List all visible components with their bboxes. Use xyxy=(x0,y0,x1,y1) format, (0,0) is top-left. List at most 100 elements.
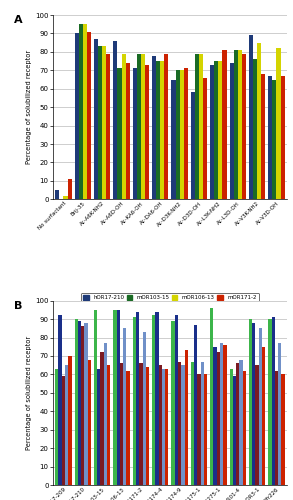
Bar xyxy=(255,365,259,485)
Bar xyxy=(268,76,272,200)
Legend: hOR17-210, mOR103-15, mOR106-13, mOR171-2: hOR17-210, mOR103-15, mOR106-13, mOR171-… xyxy=(81,293,259,302)
Bar xyxy=(252,323,255,485)
Bar xyxy=(210,65,214,200)
Bar xyxy=(88,360,91,485)
Text: A: A xyxy=(14,15,23,25)
Bar xyxy=(139,364,142,485)
Bar xyxy=(142,332,146,485)
Bar xyxy=(126,63,130,200)
Bar xyxy=(218,61,222,200)
Bar xyxy=(261,74,265,200)
Bar xyxy=(165,369,168,485)
Bar xyxy=(146,367,149,485)
Bar xyxy=(238,50,242,200)
Bar xyxy=(106,54,110,200)
Bar xyxy=(59,316,62,485)
Bar xyxy=(136,312,139,485)
Bar xyxy=(83,24,87,200)
Bar xyxy=(277,48,281,200)
Bar xyxy=(97,369,100,485)
Bar xyxy=(74,34,79,200)
Bar xyxy=(78,321,81,485)
Bar xyxy=(87,32,91,200)
Bar xyxy=(222,50,226,200)
Bar xyxy=(259,328,262,485)
Bar xyxy=(117,310,120,485)
Bar xyxy=(199,54,203,200)
Bar xyxy=(203,78,207,200)
Bar xyxy=(220,343,223,485)
Bar xyxy=(191,362,194,485)
Bar xyxy=(122,54,126,200)
Bar xyxy=(162,369,165,485)
Bar xyxy=(213,347,217,485)
Bar xyxy=(180,70,184,200)
Bar xyxy=(272,80,277,200)
Bar xyxy=(63,196,67,200)
Bar xyxy=(176,70,180,200)
Bar xyxy=(102,46,106,200)
Bar xyxy=(156,61,160,200)
Bar xyxy=(123,328,127,485)
Bar xyxy=(79,24,83,200)
Bar xyxy=(74,319,78,485)
Bar xyxy=(152,316,155,485)
Bar xyxy=(249,36,253,200)
Bar xyxy=(171,80,176,200)
Bar xyxy=(178,362,181,485)
Bar xyxy=(160,61,164,200)
Bar xyxy=(113,41,117,200)
Bar xyxy=(98,46,102,200)
Bar xyxy=(100,352,104,485)
Bar xyxy=(141,54,145,200)
Bar xyxy=(133,318,136,485)
Bar xyxy=(275,370,278,485)
Bar xyxy=(262,347,265,485)
Bar xyxy=(229,63,234,200)
Bar xyxy=(55,190,59,200)
Bar xyxy=(217,352,220,485)
Bar xyxy=(155,312,159,485)
Text: B: B xyxy=(14,300,23,310)
Bar xyxy=(185,350,188,485)
Bar xyxy=(204,374,207,485)
Bar xyxy=(145,65,149,200)
Bar xyxy=(127,370,130,485)
Bar xyxy=(65,365,68,485)
Bar xyxy=(281,76,285,200)
Bar xyxy=(184,68,188,200)
Bar xyxy=(117,68,122,200)
Bar xyxy=(81,326,84,485)
Bar xyxy=(133,68,137,200)
Bar xyxy=(191,92,195,200)
Bar xyxy=(94,310,97,485)
Bar xyxy=(257,42,261,200)
Bar xyxy=(210,308,213,485)
Bar xyxy=(137,54,141,200)
Bar xyxy=(67,179,71,200)
Bar xyxy=(171,321,175,485)
Bar xyxy=(194,324,197,485)
Bar xyxy=(120,364,123,485)
Bar xyxy=(253,59,257,200)
Bar xyxy=(281,374,285,485)
Bar xyxy=(223,345,226,485)
Bar xyxy=(195,54,199,200)
Bar xyxy=(107,365,110,485)
Bar xyxy=(68,356,71,485)
Bar xyxy=(272,318,275,485)
Bar xyxy=(233,376,236,485)
Bar xyxy=(214,61,218,200)
Bar xyxy=(159,365,162,485)
Bar xyxy=(268,319,272,485)
Bar xyxy=(113,310,117,485)
Bar xyxy=(229,369,233,485)
Bar xyxy=(242,54,246,200)
Bar xyxy=(152,56,156,200)
Y-axis label: Percentage of solubilized receptor: Percentage of solubilized receptor xyxy=(26,336,32,450)
Bar xyxy=(243,370,246,485)
Y-axis label: Percentage of solubilized receptor: Percentage of solubilized receptor xyxy=(26,50,32,164)
Bar xyxy=(278,343,281,485)
Bar xyxy=(84,323,88,485)
Bar xyxy=(197,374,201,485)
